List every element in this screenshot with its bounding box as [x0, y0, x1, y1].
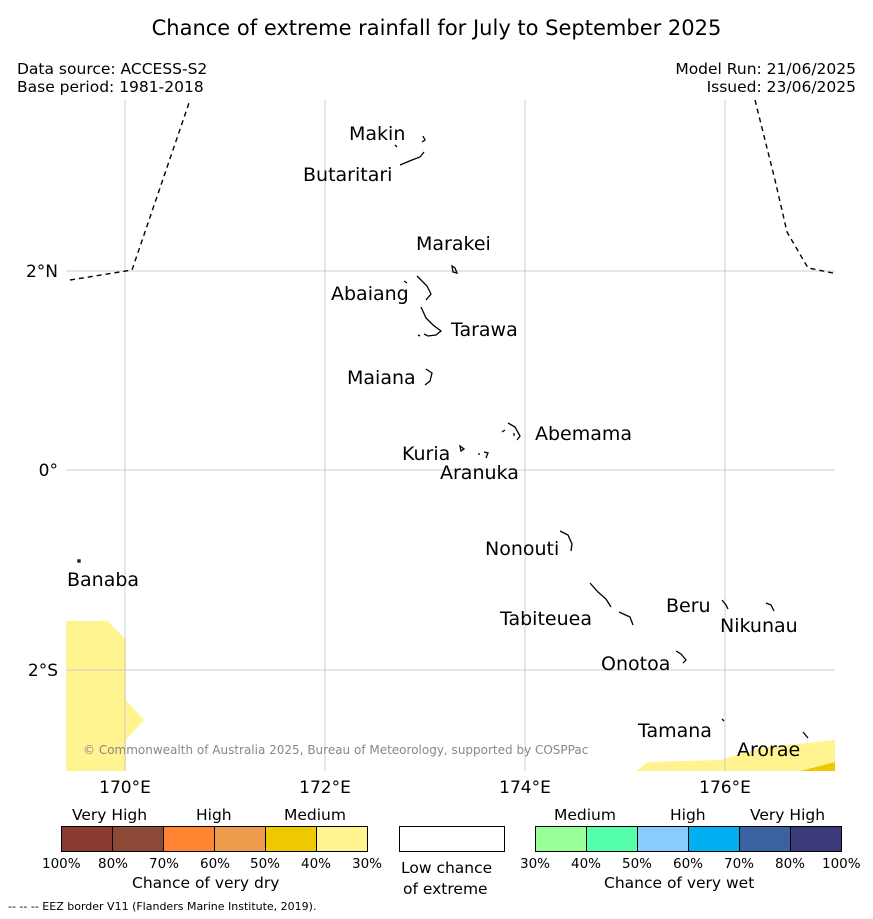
wet-pct-6: 100% — [822, 856, 861, 872]
wet-swatch-6 — [790, 826, 842, 852]
label-abemama: Abemama — [535, 423, 632, 445]
lon-tick-174e: 174°E — [499, 778, 551, 798]
map: Makin Butaritari Marakei Abaiang Tarawa … — [26, 99, 835, 798]
header-left: Data source: ACCESS-S2 Base period: 1981… — [17, 60, 207, 96]
label-maiana: Maiana — [347, 367, 416, 389]
wet-swatch-5 — [739, 826, 791, 852]
dry-swatch-6 — [316, 826, 368, 852]
wet-cat-very-high: Very High — [750, 806, 826, 824]
header-right: Model Run: 21/06/2025 Issued: 23/06/2025 — [675, 60, 856, 96]
dry-swatch-2 — [112, 826, 164, 852]
data-source: Data source: ACCESS-S2 — [17, 60, 208, 78]
lon-tick-170e: 170°E — [99, 778, 151, 798]
dry-swatch-3 — [163, 826, 215, 852]
label-arorae: Arorae — [737, 739, 800, 761]
label-banaba: Banaba — [67, 569, 139, 591]
island-outlines — [77, 135, 809, 739]
label-marakei: Marakei — [416, 233, 491, 255]
label-aranuka: Aranuka — [440, 462, 519, 484]
wet-pct-3: 60% — [673, 856, 704, 872]
island-abemama-shape — [501, 422, 521, 441]
lat-tick-2s: 2°S — [28, 661, 58, 681]
label-nonouti: Nonouti — [485, 538, 559, 560]
wet-pct-1: 40% — [571, 856, 602, 872]
lon-tick-176e: 176°E — [699, 778, 751, 798]
dry-cat-high: High — [196, 806, 232, 824]
label-abaiang: Abaiang — [331, 283, 409, 305]
island-tamana-shape — [721, 718, 725, 722]
dry-pct-2: 70% — [149, 856, 180, 872]
dry-swatch-4 — [214, 826, 266, 852]
island-arorae-shape — [802, 731, 809, 739]
island-beru-shape — [721, 599, 729, 610]
label-makin: Makin — [349, 123, 405, 145]
lon-tick-172e: 172°E — [299, 778, 351, 798]
wet-swatch-3 — [637, 826, 689, 852]
island-marakei-shape — [451, 264, 459, 274]
low-chance-caption-2: of extreme — [403, 880, 488, 898]
dry-cat-medium: Medium — [284, 806, 346, 824]
model-run: Model Run: 21/06/2025 — [675, 60, 856, 78]
dry-caption: Chance of very dry — [132, 874, 280, 892]
dry-pct-6: 30% — [352, 856, 383, 872]
island-maiana-shape — [424, 368, 433, 386]
dry-cat-very-high: Very High — [72, 806, 148, 824]
base-period: Base period: 1981-2018 — [17, 78, 204, 96]
island-tabiteuea-shape — [589, 582, 634, 626]
label-tabiteuea: Tabiteuea — [499, 608, 592, 630]
shaded-region-southeast — [636, 740, 835, 771]
gridlines — [66, 100, 835, 771]
wet-cat-high: High — [670, 806, 706, 824]
wet-caption: Chance of very wet — [604, 874, 755, 892]
dry-pct-3: 60% — [200, 856, 231, 872]
dry-swatch-5 — [265, 826, 317, 852]
wet-swatch-1 — [535, 826, 587, 852]
issued-date: Issued: 23/06/2025 — [706, 78, 856, 96]
island-tarawa-shape — [417, 306, 443, 337]
eez-border — [69, 99, 834, 281]
dry-pct-5: 40% — [301, 856, 332, 872]
lat-tick-2n: 2°N — [26, 262, 58, 282]
label-butaritari: Butaritari — [303, 164, 392, 186]
label-kuria: Kuria — [402, 443, 450, 465]
dry-pct-0: 100% — [42, 856, 81, 872]
island-kuria-shape — [459, 444, 466, 453]
dry-pct-1: 80% — [98, 856, 129, 872]
label-tarawa: Tarawa — [450, 319, 518, 341]
wet-pct-4: 70% — [724, 856, 755, 872]
lat-tick-0: 0° — [39, 461, 58, 481]
map-title: Chance of extreme rainfall for July to S… — [151, 16, 722, 40]
label-beru: Beru — [666, 595, 711, 617]
wet-pct-0: 30% — [520, 856, 551, 872]
low-chance-swatch — [399, 826, 505, 852]
shaded-region-southeast-core — [800, 762, 835, 771]
wet-pct-2: 50% — [622, 856, 653, 872]
dry-pct-4: 50% — [250, 856, 281, 872]
island-makin-shape — [421, 135, 426, 143]
island-abaiang-shape — [403, 275, 432, 301]
island-aranuka-shape — [478, 451, 489, 459]
label-tamana: Tamana — [637, 720, 712, 742]
wet-swatch-2 — [586, 826, 638, 852]
island-butaritari-shape — [394, 144, 425, 166]
low-chance-caption-1: Low chance — [401, 859, 493, 877]
island-nikunau-shape — [765, 602, 775, 612]
label-nikunau: Nikunau — [720, 615, 798, 637]
island-onotoa-shape — [675, 650, 687, 664]
wet-pct-5: 80% — [775, 856, 806, 872]
wet-cat-medium: Medium — [554, 806, 616, 824]
eez-footnote: -- -- -- EEZ border V11 (Flanders Marine… — [8, 900, 317, 913]
dry-swatch-1 — [61, 826, 113, 852]
island-banaba-shape — [77, 559, 81, 563]
copyright-note: © Commonwealth of Australia 2025, Bureau… — [83, 743, 588, 757]
label-onotoa: Onotoa — [601, 653, 670, 675]
island-nonouti-shape — [559, 530, 573, 552]
wet-swatch-4 — [688, 826, 740, 852]
